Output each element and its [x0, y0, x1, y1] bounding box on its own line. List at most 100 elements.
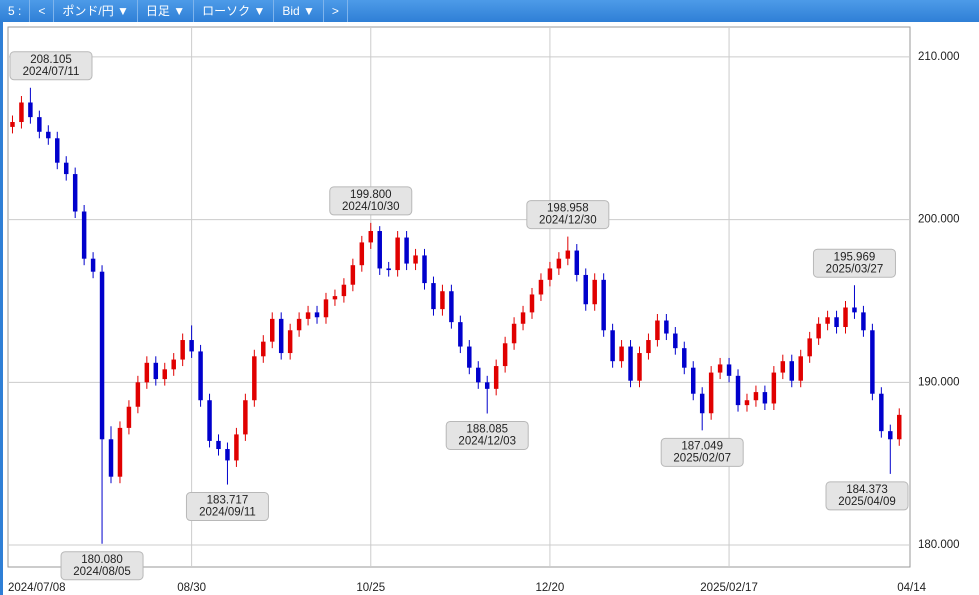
- annotation-value: 187.049: [681, 440, 723, 452]
- candle-body: [771, 372, 777, 404]
- x-tick-label: 10/25: [356, 582, 385, 594]
- annotation-value: 199.800: [350, 189, 392, 201]
- candle-body: [673, 333, 678, 349]
- candle-body: [359, 242, 365, 266]
- candle-body: [10, 122, 15, 127]
- x-tick-label: 08/30: [177, 582, 206, 594]
- candle-body: [341, 284, 347, 297]
- candle-body: [717, 364, 723, 373]
- annotation-value: 208.105: [30, 54, 72, 66]
- candle-body: [798, 356, 803, 381]
- candle-body: [753, 392, 759, 401]
- candle-body: [216, 440, 221, 450]
- y-tick-label: 200.000: [918, 214, 960, 226]
- candle-body: [619, 346, 624, 362]
- candle-body: [305, 312, 311, 319]
- candle-body: [852, 307, 857, 313]
- toolbar-item[interactable]: Bid ▼: [274, 0, 324, 22]
- candle-body: [484, 382, 490, 389]
- candle-body: [556, 258, 562, 269]
- x-tick-label: 12/20: [536, 582, 565, 594]
- candle-body: [296, 318, 302, 331]
- candle-body: [870, 330, 875, 394]
- candle-body: [682, 348, 687, 368]
- candle-body: [780, 361, 786, 373]
- candle-body: [735, 375, 741, 406]
- candle-body: [153, 362, 159, 380]
- candle-body: [46, 131, 51, 139]
- candle-body: [368, 231, 374, 243]
- candle-body: [879, 393, 884, 432]
- annotation-date: 2024/10/30: [342, 201, 400, 213]
- candle-body: [834, 317, 839, 328]
- y-tick-label: 180.000: [918, 539, 960, 551]
- candle-body: [529, 294, 535, 313]
- annotation-date: 2025/04/09: [838, 496, 896, 508]
- annotation-date: 2024/09/11: [199, 507, 256, 519]
- candle-body: [413, 255, 418, 264]
- candle-body: [108, 439, 114, 477]
- candle-body: [37, 117, 42, 132]
- candle-body: [726, 364, 732, 376]
- candle-body: [789, 361, 795, 381]
- candle-body: [81, 211, 87, 259]
- candle-body: [180, 340, 185, 360]
- candle-body: [314, 312, 320, 318]
- candle-body: [386, 268, 391, 271]
- annotation-date: 2024/12/03: [458, 436, 516, 448]
- candle-body: [637, 353, 642, 381]
- candle-body: [135, 382, 141, 407]
- candle-body: [592, 279, 597, 305]
- candle-body: [243, 400, 248, 435]
- plot-area: [7, 26, 911, 568]
- candle-body: [270, 318, 275, 342]
- toolbar-item[interactable]: 5 :: [0, 0, 31, 22]
- candle-body: [162, 369, 167, 380]
- candle-body: [117, 427, 123, 477]
- candle-body: [198, 351, 203, 401]
- annotation-date: 2024/07/11: [23, 66, 80, 78]
- candle-body: [476, 367, 481, 383]
- candle-body: [252, 356, 257, 401]
- toolbar-item[interactable]: ポンド/円 ▼: [54, 0, 138, 22]
- annotation-box: [812, 248, 896, 278]
- annotation-box: [185, 492, 269, 522]
- candle-body: [744, 400, 750, 406]
- annotation-box: [445, 420, 529, 450]
- candle-body: [287, 330, 293, 354]
- toolbar-item[interactable]: 日足 ▼: [138, 0, 195, 22]
- annotation-box: [329, 186, 413, 216]
- annotation-value: 183.717: [207, 495, 249, 507]
- candle-body: [502, 343, 508, 367]
- toolbar-item[interactable]: <: [30, 0, 55, 22]
- y-tick-label: 190.000: [918, 376, 960, 388]
- candle-body: [28, 102, 33, 118]
- candle-body: [825, 317, 830, 324]
- candle-body: [574, 250, 580, 275]
- candle-body: [431, 283, 436, 310]
- annotation-date: 2024/12/30: [539, 215, 597, 227]
- candle-body: [699, 393, 705, 414]
- left-edge: [0, 22, 3, 595]
- annotation-value: 184.373: [846, 484, 888, 496]
- candle-body: [807, 338, 812, 357]
- candle-body: [493, 366, 499, 389]
- candle-body: [601, 279, 606, 331]
- toolbar-item[interactable]: ローソク ▼: [194, 0, 275, 22]
- candle-body: [655, 320, 660, 341]
- candle-body: [207, 400, 212, 441]
- candle-body: [126, 406, 132, 428]
- candle-body: [278, 318, 284, 354]
- annotation-box: [60, 551, 144, 581]
- x-tick-label: 04/14: [897, 582, 926, 594]
- candle-body: [708, 372, 714, 414]
- toolbar-item[interactable]: >: [324, 0, 348, 22]
- annotation-date: 2024/08/05: [73, 566, 131, 578]
- x-tick-label: 2024/07/08: [8, 582, 66, 594]
- candle-body: [897, 414, 902, 440]
- candle-body: [332, 296, 338, 300]
- annotation-value: 188.085: [466, 424, 508, 436]
- candle-body: [63, 162, 69, 175]
- annotation-box: [660, 437, 744, 467]
